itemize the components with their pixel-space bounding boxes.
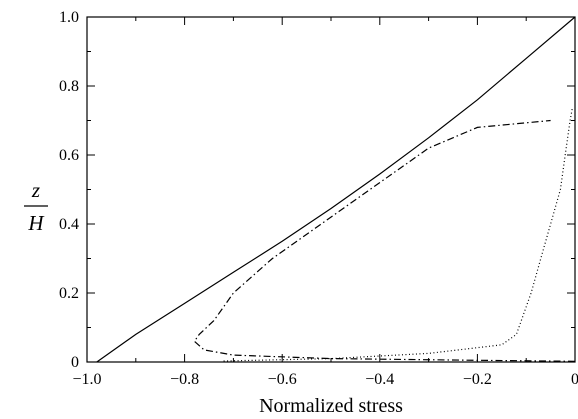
y-axis-label-denominator: H [27,211,45,235]
series-line-dash-dot [193,119,576,362]
series-layer [96,16,576,363]
x-tick-label: −0.2 [463,371,492,388]
y-tick-label: 0.8 [59,78,79,95]
y-axis-label: z H [24,178,48,235]
x-tick-label: −0.6 [268,371,297,388]
y-tick-label: 0.4 [59,216,79,233]
plot-frame [86,16,576,363]
y-axis-ticks: 0 0.2 0.4 0.6 0.8 1.0 [59,9,575,371]
x-tick-label: 0 [571,371,578,388]
x-tick-label: −0.8 [170,371,199,388]
x-axis-label: Normalized stress [259,395,403,417]
y-tick-label: 0 [71,354,79,371]
y-tick-label: 0.2 [59,285,79,302]
x-tick-label: −0.4 [365,371,394,388]
series-line-solid [96,16,576,363]
y-tick-label: 1.0 [59,9,79,26]
x-axis-ticks: −1.0 −0.8 −0.6 −0.4 −0.2 0 [72,17,578,388]
x-tick-label: −1.0 [72,371,101,388]
y-tick-label: 0.6 [59,147,79,164]
y-axis-label-numerator: z [31,178,40,202]
series-line-dotted [223,106,574,362]
